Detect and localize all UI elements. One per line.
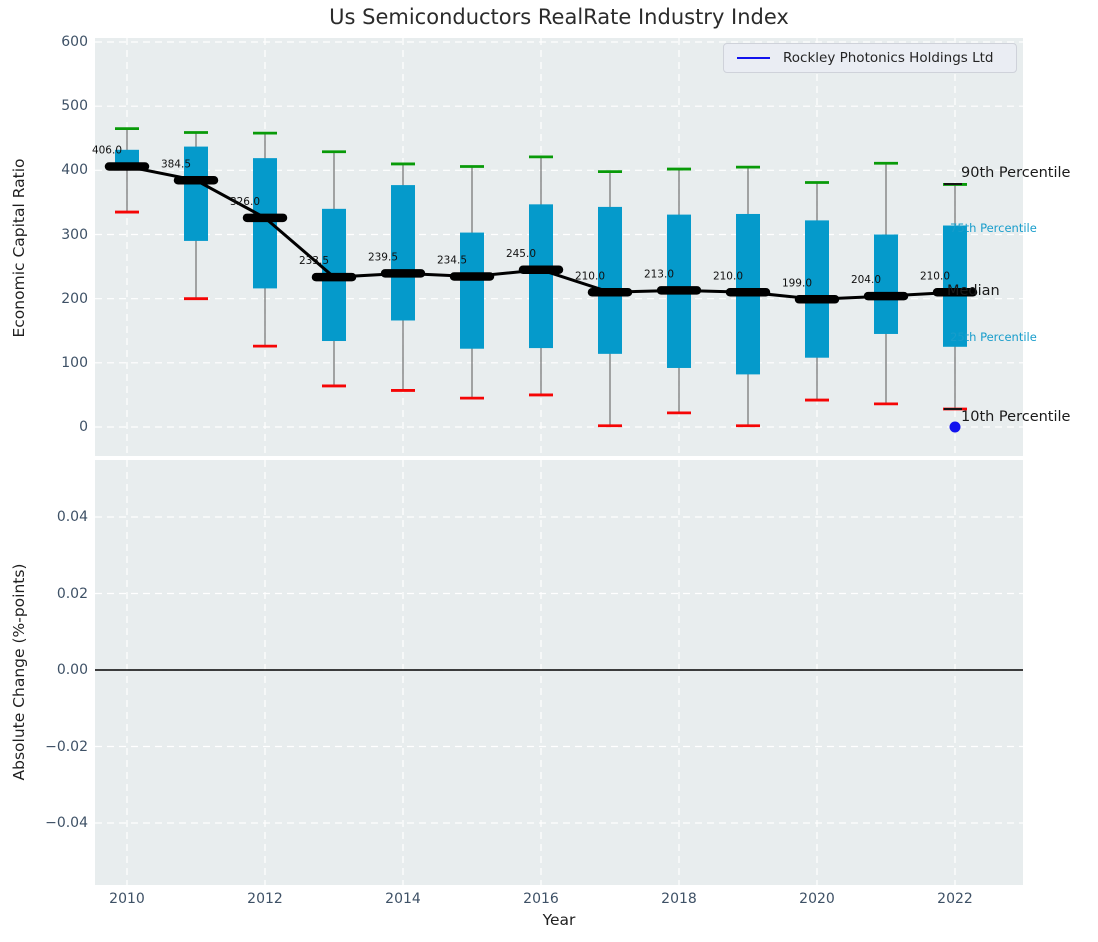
median-value-label: 234.5 bbox=[437, 255, 467, 267]
bottom-axes bbox=[95, 460, 1023, 885]
annotation-median: Median bbox=[947, 283, 1000, 300]
percentile-box bbox=[598, 206, 622, 354]
median-value-label: 204.0 bbox=[851, 274, 881, 286]
median-value-label: 384.5 bbox=[161, 158, 191, 170]
median-value-label: 239.5 bbox=[368, 251, 398, 263]
top-ytick-label: 400 bbox=[61, 162, 88, 179]
bottom-ytick-label: 0.02 bbox=[56, 585, 88, 602]
median-value-label: 210.0 bbox=[920, 270, 950, 282]
xtick-label: 2022 bbox=[937, 891, 973, 907]
median-value-label: 213.0 bbox=[644, 268, 674, 280]
percentile-box bbox=[529, 204, 553, 349]
top-ytick-label: 600 bbox=[61, 34, 88, 50]
xtick-label: 2020 bbox=[799, 891, 835, 907]
annotation-p75: 75th Percentile bbox=[950, 221, 1037, 236]
bottom-ytick-label: −0.02 bbox=[45, 738, 88, 755]
legend: Rockley Photonics Holdings Ltd bbox=[723, 43, 1017, 73]
median-value-label: 210.0 bbox=[575, 270, 605, 282]
median-value-label: 406.0 bbox=[92, 144, 122, 156]
xtick-label: 2016 bbox=[523, 891, 559, 907]
xtick-label: 2012 bbox=[247, 891, 283, 907]
top-ytick-label: 200 bbox=[61, 290, 88, 307]
annotation-leader-line bbox=[944, 183, 962, 186]
top-ytick-label: 500 bbox=[61, 98, 88, 115]
top-ytick-label: 0 bbox=[79, 419, 88, 435]
chart-title: Us Semiconductors RealRate Industry Inde… bbox=[329, 5, 789, 29]
top-ytick-label: 300 bbox=[61, 226, 88, 243]
bottom-ytick-label: −0.04 bbox=[45, 815, 88, 831]
median-value-label: 199.0 bbox=[782, 277, 812, 289]
median-value-label: 233.5 bbox=[299, 255, 329, 267]
bottom-ytick-label: 0.04 bbox=[56, 509, 88, 525]
legend-label: Rockley Photonics Holdings Ltd bbox=[783, 50, 994, 66]
top-axes: 406.0 384.5 326.0 233.5 239.5 234.5 245.0 210.0… bbox=[92, 38, 1023, 456]
percentile-box bbox=[805, 220, 829, 358]
top-ytick-label: 100 bbox=[61, 354, 88, 371]
median-value-label: 245.0 bbox=[506, 248, 536, 260]
legend-line-sample bbox=[737, 57, 770, 59]
xtick-label: 2014 bbox=[385, 891, 421, 907]
annotation-p90: 90th Percentile bbox=[961, 165, 1071, 182]
xtick-label: 2010 bbox=[109, 891, 145, 907]
median-value-label: 210.0 bbox=[713, 270, 743, 282]
annotation-leader-line bbox=[944, 408, 962, 411]
xtick-label: 2018 bbox=[661, 891, 697, 907]
percentile-box bbox=[460, 232, 484, 349]
bottom-axes-canvas bbox=[95, 460, 1023, 885]
bottom-ytick-label: 0.00 bbox=[56, 662, 88, 678]
median-value-label: 326.0 bbox=[230, 196, 260, 208]
percentile-box bbox=[943, 225, 967, 347]
percentile-box bbox=[874, 234, 898, 334]
percentile-box bbox=[391, 185, 415, 321]
overlay-point bbox=[949, 421, 961, 433]
annotation-p25: 25th Percentile bbox=[950, 329, 1037, 344]
x-axis-label: Year bbox=[542, 911, 576, 929]
top-axes-canvas: 406.0 384.5 326.0 233.5 239.5 234.5 245.0 210.0… bbox=[92, 38, 1023, 456]
percentile-box bbox=[184, 146, 208, 241]
annotation-p10: 10th Percentile bbox=[961, 409, 1071, 426]
